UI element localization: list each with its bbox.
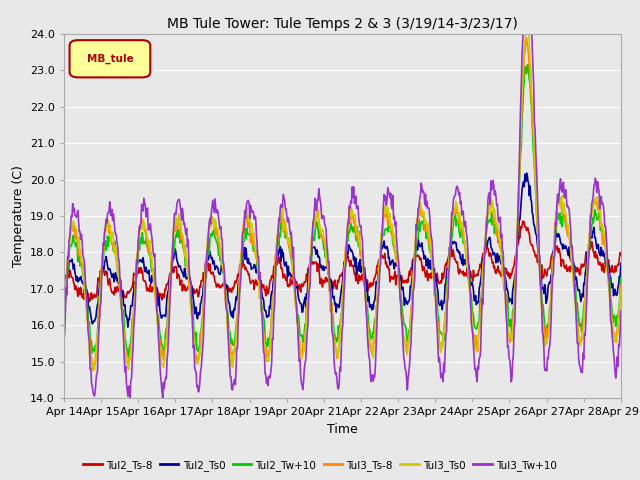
Y-axis label: Temperature (C): Temperature (C) xyxy=(12,165,24,267)
Title: MB Tule Tower: Tule Temps 2 & 3 (3/19/14-3/23/17): MB Tule Tower: Tule Temps 2 & 3 (3/19/14… xyxy=(167,17,518,31)
Text: MB_tule: MB_tule xyxy=(87,54,134,64)
X-axis label: Time: Time xyxy=(327,423,358,436)
Legend: Tul2_Ts-8, Tul2_Ts0, Tul2_Tw+10, Tul3_Ts-8, Tul3_Ts0, Tul3_Tw+10: Tul2_Ts-8, Tul2_Ts0, Tul2_Tw+10, Tul3_Ts… xyxy=(79,456,561,475)
FancyBboxPatch shape xyxy=(70,40,150,77)
